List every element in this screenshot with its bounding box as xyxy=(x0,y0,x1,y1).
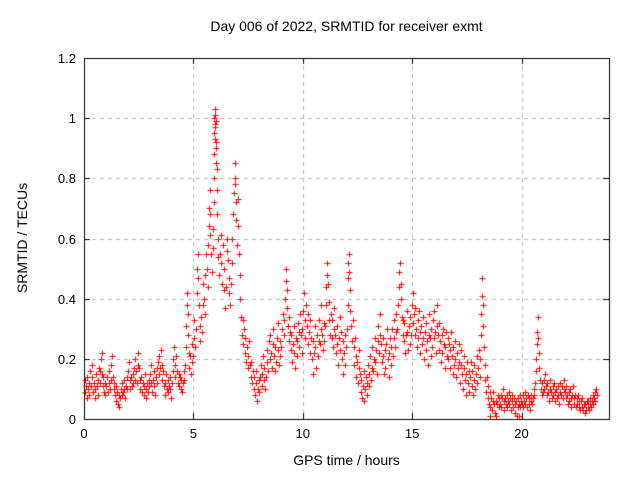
x-tick-label: 20 xyxy=(514,426,529,441)
y-tick-label: 0.4 xyxy=(57,291,76,307)
x-tick-label: 15 xyxy=(404,426,420,441)
y-tick-label: 1.2 xyxy=(57,51,76,66)
x-tick-label: 0 xyxy=(80,426,88,441)
y-tick-label: 0.8 xyxy=(57,171,76,187)
x-tick-label: 10 xyxy=(295,426,310,441)
y-tick-label: 1 xyxy=(68,111,76,127)
y-tick-label: 0 xyxy=(68,412,76,427)
x-axis-title: GPS time / hours xyxy=(293,452,400,468)
y-tick-label: 0.6 xyxy=(57,231,76,247)
y-tick-label: 0.2 xyxy=(57,351,76,367)
x-tick-label: 5 xyxy=(189,426,197,441)
chart-title: Day 006 of 2022, SRMTID for receiver exm… xyxy=(210,18,483,34)
